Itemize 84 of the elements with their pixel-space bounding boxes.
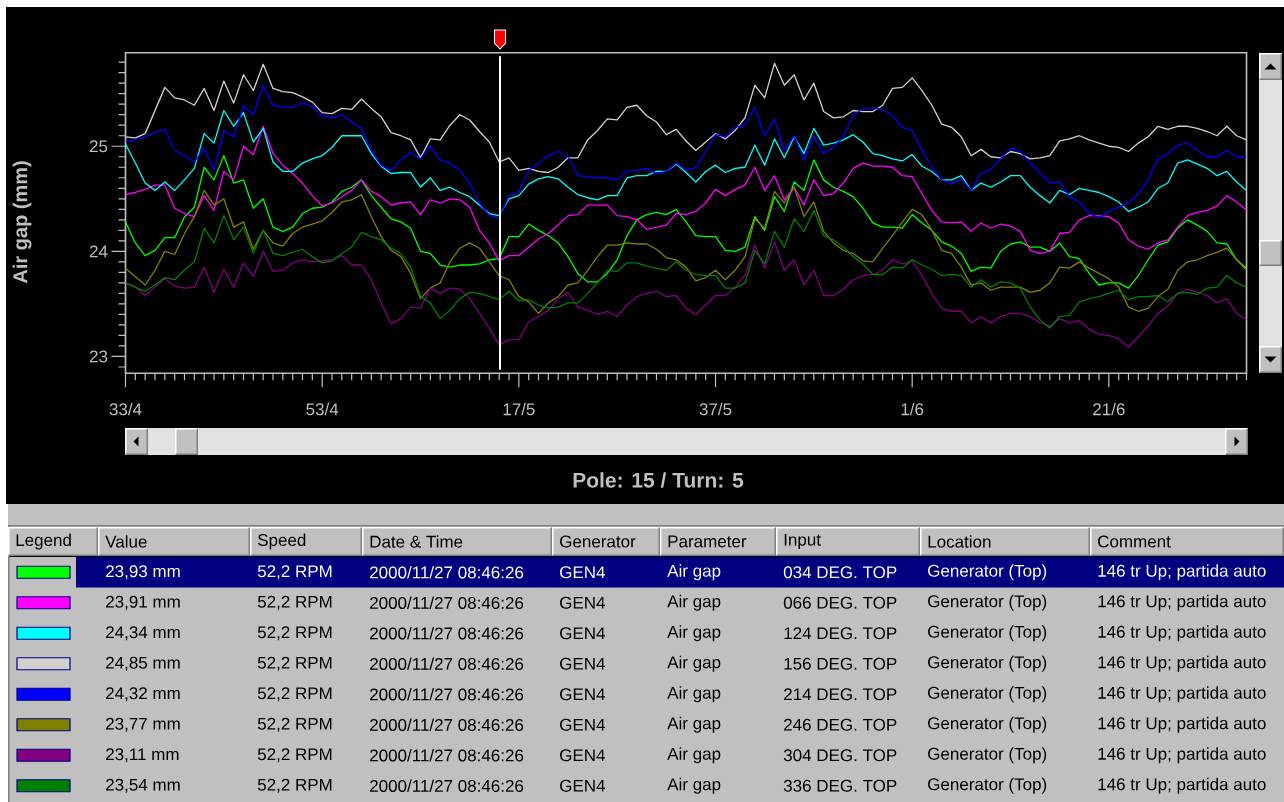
text: Generator (560, 535, 636, 548)
text: 52,2 RPM (257, 656, 332, 671)
text: Air gap (667, 655, 721, 672)
text: 52,2 RPM (257, 565, 332, 580)
x-tick-label: 1/6 (901, 402, 924, 416)
text: 52,2 RPM (257, 626, 332, 641)
text: GEN4 (560, 688, 605, 701)
text: Air gap (667, 564, 721, 581)
text: Generator (Top) (928, 747, 1047, 764)
text: GEN4 (560, 566, 605, 579)
text: 146 tr Up; partida auto (1098, 747, 1266, 764)
text: Legend (16, 533, 71, 550)
text: Air gap (667, 686, 721, 703)
text: 52,2 RPM (257, 778, 332, 793)
text: 2000/11/27 08:46:26 (370, 596, 524, 609)
text: 24,32 mm (106, 687, 180, 702)
text: Generator (Top) (928, 564, 1047, 581)
text: Generator (Top) (928, 777, 1047, 794)
text: 146 tr Up; partida auto (1098, 594, 1266, 611)
y-tick-label: 24 (89, 245, 108, 258)
text: GEN4 (560, 596, 605, 609)
text: 124 DEG. TOP (784, 627, 897, 640)
text: 2000/11/27 08:46:26 (370, 657, 524, 670)
text: 246 DEG. TOP (784, 718, 897, 731)
text: 23,11 mm (106, 748, 179, 763)
x-tick-label: 17/5 (503, 402, 535, 416)
text: 156 DEG. TOP (784, 657, 897, 670)
text: Air gap (667, 716, 721, 733)
text: Air gap (667, 594, 721, 611)
text: 146 tr Up; partida auto (1098, 686, 1266, 703)
text: 23,93 mm (106, 565, 180, 580)
text: 52,2 RPM (257, 748, 332, 763)
y-tick-label: 23 (89, 350, 108, 363)
text: 146 tr Up; partida auto (1098, 777, 1266, 794)
text: Generator (Top) (928, 686, 1047, 703)
text: 034 DEG. TOP (783, 566, 897, 579)
text: 23,91 mm (106, 595, 180, 610)
text: 2000/11/27 08:46:26 (370, 779, 524, 792)
text: Location (928, 535, 991, 548)
text: 146 tr Up; partida auto (1098, 564, 1266, 581)
text: Value (105, 535, 147, 548)
y-axis-title: Air gap (mm) (12, 161, 32, 284)
x-tick-label: 21/6 (1093, 402, 1125, 416)
text: 52,2 RPM (257, 687, 332, 702)
text: 24,85 mm (106, 656, 180, 671)
text: GEN4 (560, 749, 605, 762)
x-tick-label: 37/5 (699, 402, 732, 416)
text: 2000/11/27 08:46:26 (370, 688, 524, 701)
y-tick-label: 25 (89, 140, 108, 153)
text: 23,77 mm (106, 717, 180, 732)
text: Parameter (668, 535, 747, 548)
text: 146 tr Up; partida auto (1098, 655, 1266, 672)
text: 146 tr Up; partida auto (1098, 716, 1266, 733)
x-tick-label: 33/4 (109, 402, 142, 416)
text: Input (784, 533, 821, 550)
text: GEN4 (560, 718, 605, 731)
text: Speed (257, 533, 306, 550)
text: Air gap (667, 777, 721, 794)
text: 2000/11/27 08:46:26 (370, 749, 524, 762)
text: Generator (Top) (928, 594, 1047, 611)
text: Generator (Top) (928, 716, 1047, 733)
text: 146 tr Up; partida auto (1098, 625, 1266, 642)
text: 23,54 mm (106, 778, 180, 793)
text: 304 DEG. TOP (783, 749, 897, 762)
text: 066 DEG. TOP (783, 596, 897, 609)
text: 2000/11/27 08:46:26 (370, 566, 524, 579)
text: 336 DEG. TOP (783, 779, 897, 792)
text: Comment (1098, 535, 1171, 548)
text: Date & Time (370, 535, 463, 548)
text: Generator (Top) (928, 655, 1047, 672)
x-tick-label: 53/4 (306, 402, 339, 416)
x-axis-title: Pole: 15 / Turn: 5 (573, 472, 744, 488)
text: 24,34 mm (106, 626, 180, 641)
text: 2000/11/27 08:46:26 (370, 718, 524, 731)
text: Generator (Top) (928, 625, 1047, 642)
text: Air gap (667, 625, 721, 642)
text: 214 DEG. TOP (784, 688, 897, 701)
text: 52,2 RPM (257, 717, 332, 732)
text: 52,2 RPM (257, 595, 332, 610)
text: Air gap (667, 747, 721, 764)
text: GEN4 (560, 779, 605, 792)
text: 2000/11/27 08:46:26 (370, 627, 524, 640)
text: GEN4 (560, 627, 605, 640)
text: GEN4 (560, 657, 605, 670)
